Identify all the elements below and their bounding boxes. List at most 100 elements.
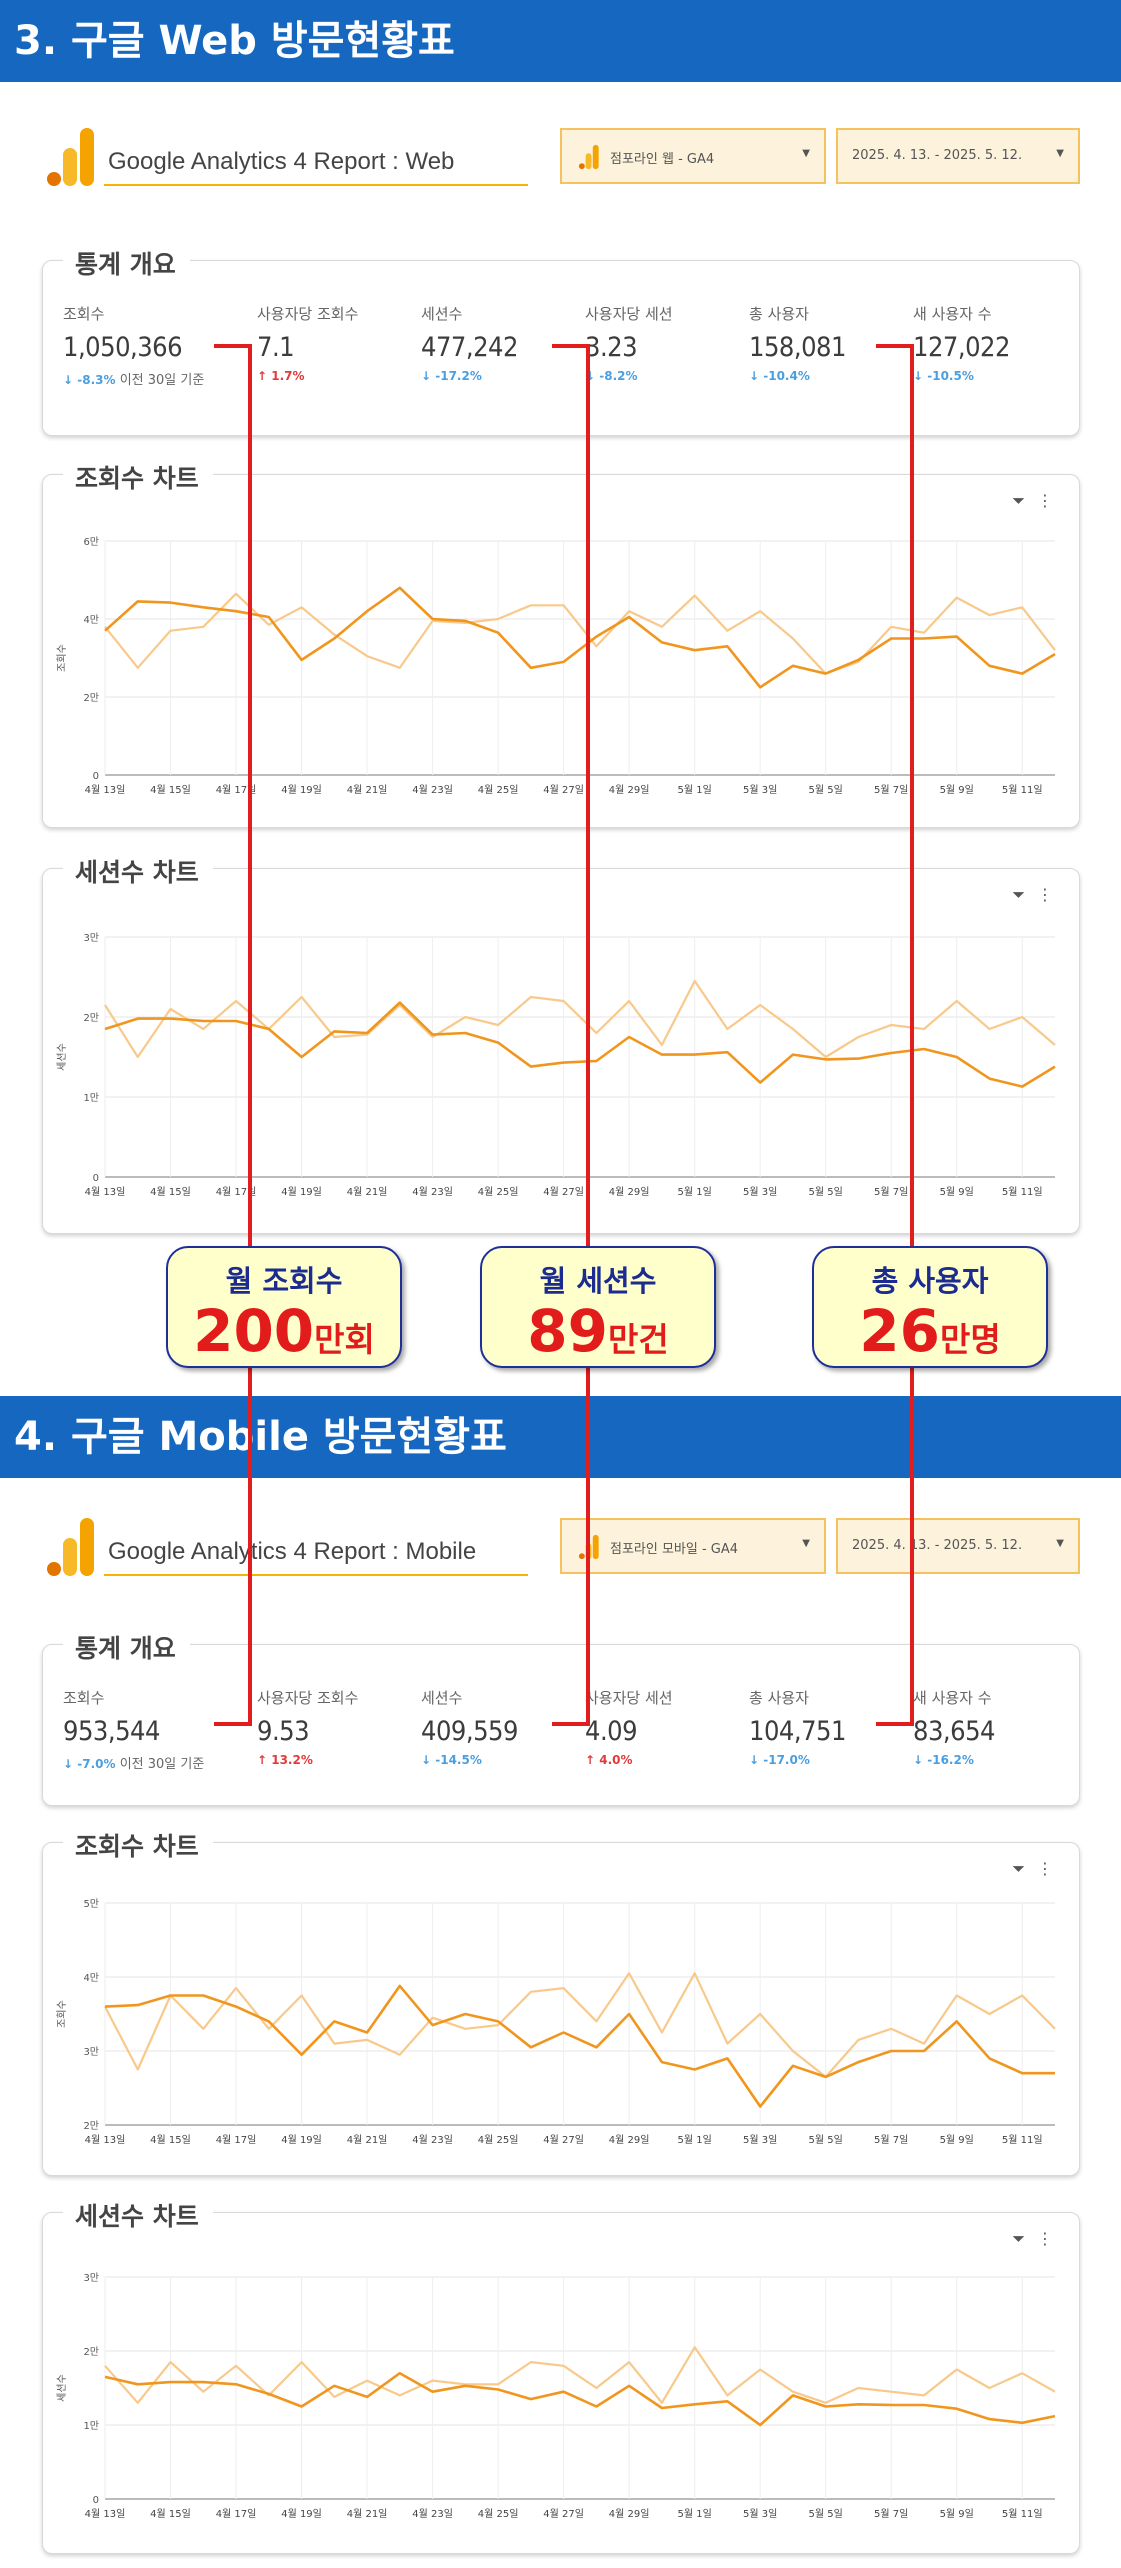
more-vert-icon[interactable]: ⋮ <box>1037 885 1065 904</box>
stats-overview-title: 통계 개요 <box>63 245 190 281</box>
date-range-value: 2025. 4. 13. - 2025. 5. 12. <box>852 148 1023 163</box>
y-tick-label: 1만 <box>83 1092 99 1104</box>
sessions-chart-card-mobile: 세션수 차트 ⏷⋮ 0 1만 2만 3만 4월 13일 4월 15일 4월 17일 4월 19… <box>42 2197 1080 2554</box>
stat-change: ↓ -10.4% <box>749 369 810 383</box>
section-banner-mobile: 4. 구글 Mobile 방문현황표 <box>0 1396 1121 1478</box>
stat-item: 새 사용자 수 127,022 ↓ -10.5% <box>913 303 1083 383</box>
filter-icon[interactable]: ⏷ <box>1012 491 1037 510</box>
x-tick-label: 5월 9일 <box>940 2508 974 2520</box>
stat-value: 83,654 <box>913 1716 995 1747</box>
callout-monthly-views: 월 조회수 200만회 <box>166 1246 402 1368</box>
x-tick-label: 5월 9일 <box>940 2134 974 2146</box>
x-tick-label: 5월 3일 <box>743 1186 777 1198</box>
x-tick-label: 4월 17일 <box>216 2134 257 2146</box>
stat-label: 조회수 <box>63 305 105 323</box>
report-header-mobile: Google Analytics 4 Report : Mobile 점포라인 … <box>0 1486 1121 1596</box>
x-tick-label: 4월 19일 <box>281 784 322 796</box>
x-tick-label: 4월 23일 <box>412 2508 453 2520</box>
callout-title: 월 조회수 <box>225 1264 343 1298</box>
x-tick-label: 4월 29일 <box>609 2508 650 2520</box>
chart-title: 세션수 차트 <box>63 2197 213 2233</box>
x-tick-label: 5월 1일 <box>677 784 711 796</box>
x-tick-label: 5월 11일 <box>1002 2508 1043 2520</box>
x-tick-label: 4월 17일 <box>216 2508 257 2520</box>
title-underline <box>104 1574 528 1576</box>
x-tick-label: 4월 17일 <box>216 1186 257 1198</box>
callout-total-users: 총 사용자 26만명 <box>812 1246 1048 1368</box>
stat-item: 총 사용자 104,751 ↓ -17.0% <box>749 1687 919 1767</box>
property-select[interactable]: 점포라인 모바일 - GA4 ▼ <box>560 1518 826 1574</box>
series-line-current <box>104 2371 1056 2427</box>
stat-compare: 이전 30일 기준 <box>119 1757 205 1772</box>
connector-line <box>552 1722 590 1726</box>
google-analytics-logo-icon <box>47 1518 94 1576</box>
title-underline <box>104 184 528 186</box>
stat-label: 사용자당 세션 <box>585 305 673 323</box>
stat-item: 사용자당 세션 4.09 ↑ 4.0% <box>585 1687 755 1767</box>
stat-value: 127,022 <box>913 332 1010 363</box>
x-tick-label: 4월 29일 <box>609 2134 650 2146</box>
x-tick-label: 5월 9일 <box>940 784 974 796</box>
more-vert-icon[interactable]: ⋮ <box>1037 2229 1065 2248</box>
x-tick-label: 4월 19일 <box>281 2134 322 2146</box>
y-tick-label: 2만 <box>83 2346 99 2358</box>
stat-change: ↑ 13.2% <box>257 1753 313 1767</box>
google-analytics-logo-icon <box>578 144 599 170</box>
report-title: Google Analytics 4 Report : Mobile <box>108 1538 477 1565</box>
series-line-previous <box>104 1972 1056 2078</box>
filter-icon[interactable]: ⏷ <box>1012 2229 1037 2248</box>
stat-item: 세션수 409,559 ↓ -14.5% <box>421 1687 591 1767</box>
stat-value: 104,751 <box>749 1716 846 1747</box>
views-line-chart: 2만 3만 4만 5만 4월 13일 4월 15일 4월 17일 4월 19일 4월 21일 4월… <box>56 1898 1056 2146</box>
connector-line <box>876 344 914 348</box>
x-tick-label: 4월 15일 <box>150 784 191 796</box>
stat-value: 1,050,366 <box>63 332 183 363</box>
connector-line <box>586 344 590 1726</box>
x-tick-label: 5월 5일 <box>809 784 843 796</box>
stat-label: 새 사용자 수 <box>913 1689 992 1707</box>
views-chart-card-mobile: 조회수 차트 ⏷⋮ 2만 3만 4만 5만 4월 13일 4월 15일 4월 17일 4월 1… <box>42 1827 1080 2176</box>
y-tick-label: 2만 <box>83 1012 99 1024</box>
x-tick-label: 4월 21일 <box>347 2134 388 2146</box>
google-analytics-logo-icon <box>47 128 94 186</box>
stat-value: 7.1 <box>257 332 295 363</box>
callout-unit: 만건 <box>607 1320 669 1359</box>
section-banner-web: 3. 구글 Web 방문현황표 <box>0 0 1121 82</box>
x-tick-label: 4월 27일 <box>543 784 584 796</box>
more-vert-icon[interactable]: ⋮ <box>1037 491 1065 510</box>
stats-overview-card-web: 통계 개요 조회수 1,050,366 ↓ -8.3% 이전 30일 기준 사용자당 … <box>42 245 1083 436</box>
stat-change: ↓ -8.2% <box>585 369 638 383</box>
property-select[interactable]: 점포라인 웹 - GA4 ▼ <box>560 128 826 184</box>
report-title: Google Analytics 4 Report : Web <box>108 148 455 175</box>
y-tick-label: 4만 <box>83 614 99 626</box>
x-tick-label: 5월 3일 <box>743 784 777 796</box>
chevron-down-icon: ▼ <box>802 148 810 159</box>
y-axis-label: 세션수 <box>56 2374 68 2402</box>
y-tick-label: 3만 <box>83 932 99 944</box>
x-tick-label: 5월 11일 <box>1002 1186 1043 1198</box>
connector-line <box>552 344 590 348</box>
y-tick-label: 6만 <box>83 536 99 548</box>
y-axis-label: 조회수 <box>56 644 68 672</box>
x-tick-label: 4월 13일 <box>85 1186 126 1198</box>
stat-item: 새 사용자 수 83,654 ↓ -16.2% <box>913 1687 1083 1767</box>
x-tick-label: 5월 5일 <box>809 2508 843 2520</box>
filter-icon[interactable]: ⏷ <box>1012 885 1037 904</box>
date-range-select[interactable]: 2025. 4. 13. - 2025. 5. 12. ▼ <box>836 1518 1080 1574</box>
x-tick-label: 4월 23일 <box>412 1186 453 1198</box>
callout-number: 26 <box>859 1297 940 1365</box>
stat-change: ↓ -14.5% <box>421 1753 482 1767</box>
stat-item: 총 사용자 158,081 ↓ -10.4% <box>749 303 919 383</box>
filter-icon[interactable]: ⏷ <box>1012 1859 1037 1878</box>
y-tick-label: 1만 <box>83 2420 99 2432</box>
date-range-select[interactable]: 2025. 4. 13. - 2025. 5. 12. ▼ <box>836 128 1080 184</box>
date-range-value: 2025. 4. 13. - 2025. 5. 12. <box>852 1538 1023 1553</box>
x-tick-label: 4월 15일 <box>150 2508 191 2520</box>
connector-line <box>910 344 914 1726</box>
more-vert-icon[interactable]: ⋮ <box>1037 1859 1065 1878</box>
x-tick-label: 4월 21일 <box>347 1186 388 1198</box>
x-tick-label: 4월 21일 <box>347 784 388 796</box>
callout-title: 월 세션수 <box>539 1264 657 1298</box>
x-tick-label: 4월 13일 <box>85 784 126 796</box>
y-tick-label: 0 <box>93 771 99 782</box>
